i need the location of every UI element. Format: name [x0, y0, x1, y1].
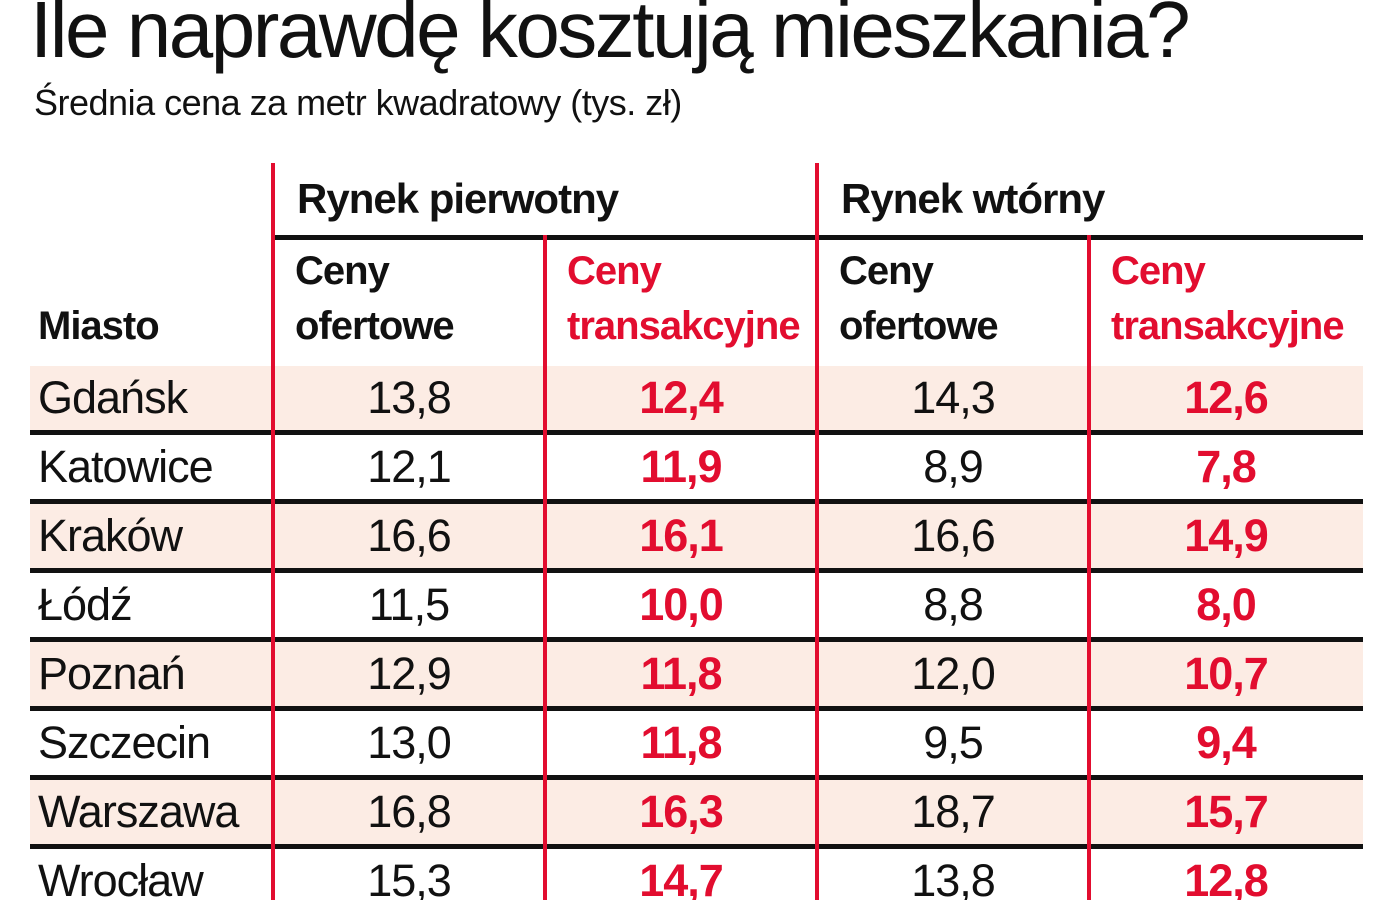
offer-price-cell: 16,8 [367, 786, 452, 837]
offer-price-cell: 12,1 [367, 441, 452, 492]
row-separator [30, 637, 1363, 642]
row-separator [30, 499, 1363, 504]
column-header-offer-primary: Ceny ofertowe [295, 248, 455, 348]
transaction-price-cell: 11,8 [640, 648, 722, 699]
offer-price-cell: 13,0 [367, 717, 452, 768]
offer-price-cell: 16,6 [367, 510, 452, 561]
city-cell: Kraków [38, 510, 183, 561]
transaction-price-cell: 14,9 [1184, 510, 1269, 561]
offer-price-cell: 9,5 [923, 717, 984, 768]
transaction-price-cell: 8,0 [1196, 579, 1257, 630]
transaction-price-cell: 11,8 [640, 717, 722, 768]
transaction-price-cell: 9,4 [1196, 717, 1257, 768]
city-cell: Warszawa [38, 786, 239, 837]
column-rule [543, 235, 547, 900]
page-title: Ile naprawdę kosztują mieszkania? [30, 0, 1191, 74]
offer-price-cell: 8,8 [923, 579, 984, 630]
row-separator [30, 775, 1363, 780]
table-row: Kraków 16,6 16,1 16,6 14,9 [30, 504, 1363, 568]
city-cell: Łódź [38, 579, 133, 630]
transaction-price-cell: 10,7 [1184, 648, 1269, 699]
offer-price-cell: 12,9 [367, 648, 452, 699]
page-subtitle: Średnia cena za metr kwadratowy (tys. zł… [34, 82, 682, 123]
sub-header-row: Miasto Ceny ofertowe Ceny transakcyjne C… [30, 240, 1363, 366]
offer-price-cell: 13,8 [911, 855, 996, 900]
table-row: Poznań 12,9 11,8 12,0 10,7 [30, 642, 1363, 706]
transaction-price-cell: 16,3 [639, 786, 724, 837]
column-rule [1087, 235, 1091, 900]
offer-price-cell: 8,9 [923, 441, 984, 492]
transaction-price-cell: 16,1 [639, 510, 724, 561]
transaction-price-cell: 7,8 [1196, 441, 1257, 492]
transaction-price-cell: 15,7 [1184, 786, 1269, 837]
city-cell: Katowice [38, 441, 214, 492]
transaction-price-cell: 12,8 [1184, 855, 1269, 900]
transaction-price-cell: 14,7 [639, 855, 724, 900]
city-cell: Wrocław [38, 855, 204, 900]
price-table: Rynek pierwotny Rynek wtórny Miasto Ceny… [30, 163, 1363, 900]
group-header-row: Rynek pierwotny Rynek wtórny [30, 163, 1363, 235]
transaction-price-cell: 11,9 [640, 441, 722, 492]
row-separator [30, 568, 1363, 573]
row-separator [30, 844, 1363, 849]
city-cell: Poznań [38, 648, 186, 699]
offer-price-cell: 12,0 [911, 648, 996, 699]
column-header-offer-secondary: Ceny ofertowe [839, 248, 999, 348]
table-row: Wrocław 15,3 14,7 13,8 12,8 [30, 849, 1363, 900]
table-row: Szczecin 13,0 11,8 9,5 9,4 [30, 711, 1363, 775]
offer-price-cell: 15,3 [367, 855, 452, 900]
offer-price-cell: 14,3 [911, 372, 996, 423]
group-header-primary-market: Rynek pierwotny [297, 175, 619, 222]
city-cell: Gdańsk [38, 372, 188, 423]
column-rule [815, 163, 819, 900]
column-rule [271, 163, 275, 900]
offer-price-cell: 18,7 [911, 786, 996, 837]
column-header-transaction-primary: Ceny transakcyjne [567, 248, 801, 348]
group-header-secondary-market: Rynek wtórny [841, 175, 1105, 222]
offer-price-cell: 13,8 [367, 372, 452, 423]
table-row: Gdańsk 13,8 12,4 14,3 12,6 [30, 366, 1363, 430]
column-header-transaction-secondary: Ceny transakcyjne [1111, 248, 1345, 348]
transaction-price-cell: 10,0 [639, 579, 724, 630]
row-separator [30, 430, 1363, 435]
offer-price-cell: 11,5 [368, 579, 450, 630]
offer-price-cell: 16,6 [911, 510, 996, 561]
row-separator [30, 706, 1363, 711]
table-row: Warszawa 16,8 16,3 18,7 15,7 [30, 780, 1363, 844]
transaction-price-cell: 12,6 [1184, 372, 1269, 423]
city-cell: Szczecin [38, 717, 211, 768]
table-row: Katowice 12,1 11,9 8,9 7,8 [30, 435, 1363, 499]
table-row: Łódź 11,5 10,0 8,8 8,0 [30, 573, 1363, 637]
transaction-price-cell: 12,4 [639, 372, 724, 423]
column-header-city: Miasto [38, 303, 160, 348]
